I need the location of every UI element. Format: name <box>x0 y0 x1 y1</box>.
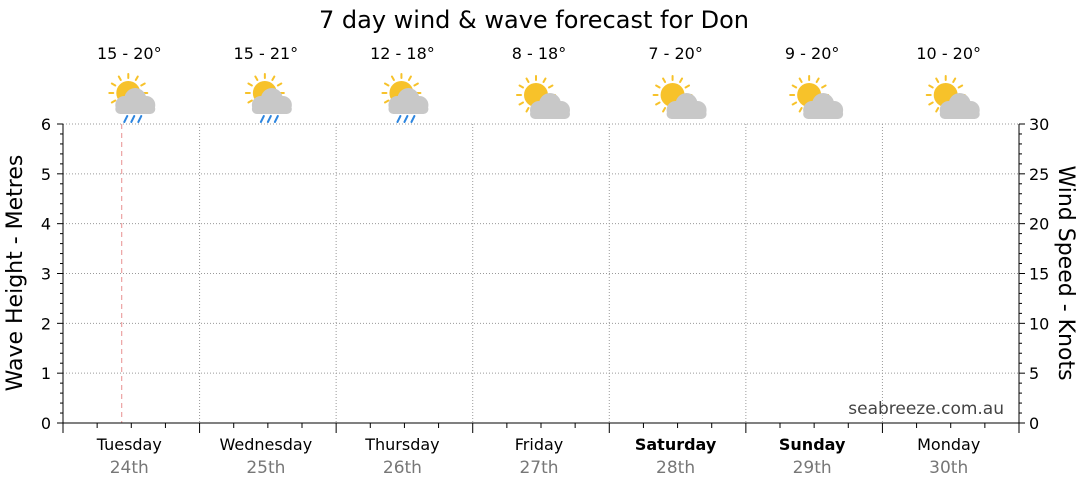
day-date: 24th <box>110 458 149 478</box>
day-date: 29th <box>793 458 832 478</box>
grid-layer <box>63 123 1019 423</box>
y-axis-title: Wave Height - Metres <box>3 155 28 392</box>
day-column: 7 - 20° Saturday 28th <box>635 44 717 478</box>
temp-range: 9 - 20° <box>785 44 839 63</box>
day-name: Wednesday <box>220 435 313 454</box>
days-layer: 15 - 20° Tuesday 24th 15 - 21° Wednesday 25th… <box>96 44 981 478</box>
y2-tick-label: 20 <box>1029 215 1049 234</box>
y2-tick-label: 15 <box>1029 265 1049 284</box>
day-date: 25th <box>246 458 285 478</box>
chart-title: 7 day wind & wave forecast for Don <box>319 6 749 34</box>
day-name: Friday <box>515 435 564 454</box>
partly-cloudy-icon <box>925 75 980 119</box>
day-name: Saturday <box>635 435 717 454</box>
axes-layer: 0 1 2 3 4 5 6 0 5 10 15 20 25 30 <box>41 115 1049 433</box>
partly-cloudy-icon <box>516 75 570 119</box>
y2-tick-label: 0 <box>1029 414 1039 433</box>
day-date: 26th <box>383 458 422 478</box>
day-column: 12 - 18° Thursday 26th <box>364 44 439 478</box>
y-tick-label: 6 <box>41 115 51 134</box>
day-name: Sunday <box>779 435 846 454</box>
day-column: 15 - 21° Wednesday 25th <box>220 44 313 478</box>
temp-range: 15 - 21° <box>234 44 299 63</box>
sun-cloud-rain-icon <box>108 73 156 123</box>
y-tick-label: 1 <box>41 364 51 383</box>
sun-cloud-rain-icon <box>244 73 292 123</box>
sun-cloud-rain-icon <box>381 73 429 123</box>
day-date: 27th <box>519 458 558 478</box>
y-tick-label: 3 <box>41 265 51 284</box>
day-column: 15 - 20° Tuesday 24th <box>96 44 162 478</box>
y-tick-label: 2 <box>41 314 51 333</box>
day-date: 30th <box>929 458 968 478</box>
y2-tick-label: 5 <box>1029 364 1039 383</box>
day-name: Monday <box>917 435 980 454</box>
day-date: 28th <box>656 458 695 478</box>
y-tick-label: 5 <box>41 165 51 184</box>
temp-range: 10 - 20° <box>916 44 981 63</box>
y2-axis-title: Wind Speed - Knots <box>1053 165 1078 380</box>
day-name: Tuesday <box>96 435 162 454</box>
y-tick-label: 0 <box>41 414 51 433</box>
y2-tick-label: 10 <box>1029 314 1049 333</box>
temp-range: 7 - 20° <box>648 44 702 63</box>
day-column: 9 - 20° Sunday 29th <box>779 44 846 478</box>
temp-range: 15 - 20° <box>97 44 162 63</box>
y2-tick-label: 25 <box>1029 165 1049 184</box>
y2-tick-label: 30 <box>1029 115 1049 134</box>
temp-range: 8 - 18° <box>512 44 566 63</box>
day-name: Thursday <box>364 435 439 454</box>
day-column: 8 - 18° Friday 27th <box>512 44 570 478</box>
y-tick-label: 4 <box>41 215 51 234</box>
credit-text: seabreeze.com.au <box>848 399 1004 419</box>
temp-range: 12 - 18° <box>370 44 435 63</box>
day-column: 10 - 20° Monday 30th <box>916 44 981 478</box>
partly-cloudy-icon <box>789 75 844 119</box>
partly-cloudy-icon <box>652 75 707 119</box>
